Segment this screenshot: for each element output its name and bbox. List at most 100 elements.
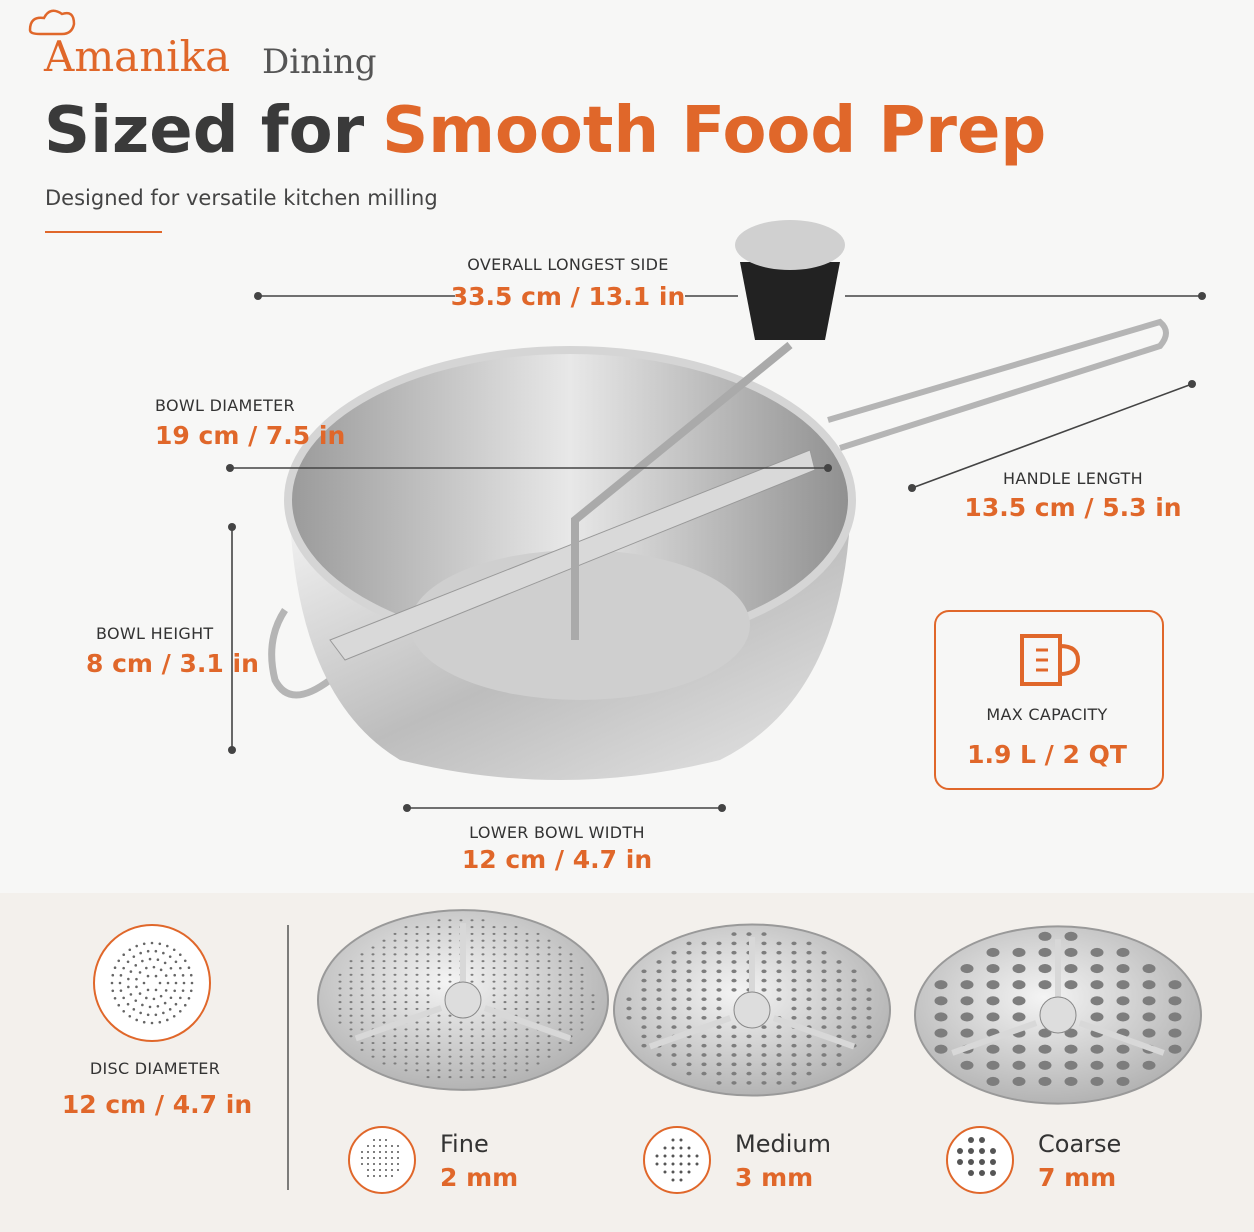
disc-icon-hole xyxy=(159,968,163,972)
disc-hole xyxy=(806,1043,812,1048)
disc-hole xyxy=(382,1014,386,1017)
disc-hole xyxy=(686,1043,692,1048)
disc-hole xyxy=(821,1006,827,1011)
disc-hole xyxy=(1142,996,1156,1006)
disc-hole xyxy=(836,1006,842,1011)
disc-hole xyxy=(404,1041,408,1045)
disc-hole xyxy=(701,1006,707,1011)
disc-hole xyxy=(426,1069,430,1072)
disc-hole xyxy=(437,960,441,963)
disc-hole xyxy=(960,996,974,1006)
disc-hole xyxy=(1142,1060,1156,1070)
size-icon-hole xyxy=(373,1151,375,1153)
disc-hole xyxy=(791,960,797,964)
disc-hole xyxy=(558,1021,562,1024)
dimension-line xyxy=(911,383,1193,489)
disc-hole xyxy=(761,960,767,964)
disc-hole xyxy=(525,966,529,970)
disc-hole xyxy=(851,997,857,1002)
disc-hole xyxy=(746,1071,752,1076)
disc-hole xyxy=(514,980,518,983)
disc-hole xyxy=(866,997,872,1002)
size-icon xyxy=(643,1126,711,1194)
size-icon-hole xyxy=(385,1169,387,1171)
size-icon-hole xyxy=(373,1169,375,1171)
disc-hole xyxy=(525,994,529,997)
disc-hole xyxy=(791,1043,797,1048)
disc-hole xyxy=(791,1062,797,1067)
disc-hole xyxy=(514,1041,518,1045)
disc-hole xyxy=(338,1007,342,1010)
disc-hole xyxy=(866,1015,872,1020)
disc-icon-hole xyxy=(162,951,165,955)
disc-icon-hole xyxy=(129,970,133,973)
disc-hole xyxy=(686,1025,692,1029)
size-icon-hole xyxy=(397,1145,399,1147)
size-icon-hole xyxy=(671,1146,675,1150)
dimension-end xyxy=(403,804,411,812)
disc-hole xyxy=(731,1071,737,1076)
disc-hole xyxy=(746,1053,752,1057)
disc-hole xyxy=(437,939,441,942)
disc-hole xyxy=(569,994,573,997)
disc-hole xyxy=(776,1025,782,1029)
strainer-disc xyxy=(613,923,891,1097)
disc-hole xyxy=(821,997,827,1002)
disc-hole xyxy=(716,1043,722,1048)
disc-hole xyxy=(1064,947,1078,958)
disc-hole xyxy=(536,1062,540,1065)
disc-hole xyxy=(415,1001,419,1004)
size-icon-hole xyxy=(687,1162,691,1166)
disc-hole xyxy=(525,1028,529,1031)
disc-hole xyxy=(525,939,529,942)
disc-hole xyxy=(426,1048,430,1051)
disc-hole xyxy=(656,1053,662,1057)
disc-hole xyxy=(536,960,540,963)
size-icon-hole xyxy=(379,1157,381,1159)
disc-icon-hole xyxy=(142,1020,146,1024)
disc-icon-hole xyxy=(174,1002,178,1006)
strainer-disc xyxy=(317,909,609,1091)
disc-hole xyxy=(503,1048,507,1051)
disc-hole xyxy=(481,919,485,922)
disc-icon-hole xyxy=(189,989,193,993)
disc-hole xyxy=(656,1034,662,1039)
disc-hole xyxy=(569,1041,573,1045)
disc-icon-hole xyxy=(163,961,167,965)
disc-hole xyxy=(1064,1044,1078,1054)
disc-hole xyxy=(569,987,573,990)
disc-hole xyxy=(393,980,397,983)
disc-hole xyxy=(503,980,507,983)
disc-hole xyxy=(382,1021,386,1024)
disc-hole xyxy=(338,994,342,997)
disc-hole xyxy=(806,950,812,955)
disc-hole xyxy=(569,960,573,963)
disc-icon-hole xyxy=(166,1018,169,1022)
disc-hole xyxy=(481,953,485,956)
disc-hole xyxy=(459,1021,463,1024)
size-icon-hole xyxy=(379,1163,381,1165)
size-icon-hole xyxy=(385,1175,387,1177)
disc-hole xyxy=(1038,947,1052,958)
disc-hole xyxy=(371,1055,375,1058)
disc-icon-hole xyxy=(142,942,146,946)
disc-hole xyxy=(591,1007,595,1010)
disc-hole xyxy=(716,988,722,992)
disc-hole xyxy=(360,1007,364,1010)
disc-hole xyxy=(536,939,540,942)
disc-hole xyxy=(525,1014,529,1017)
disc-hole xyxy=(776,941,782,946)
disc-hole xyxy=(338,980,342,983)
disc-icon-hole xyxy=(148,1005,152,1009)
disc-hole xyxy=(716,941,722,946)
disc-hole xyxy=(641,1034,647,1039)
disc-hole xyxy=(404,1007,408,1010)
disc-hole xyxy=(851,969,857,974)
disc-hole xyxy=(415,932,419,935)
disc-hole xyxy=(371,953,375,956)
title: Sized for Smooth Food Prep xyxy=(44,94,1046,168)
disc-hole xyxy=(1116,947,1130,958)
disc-hole xyxy=(426,973,430,976)
disc-icon-hole xyxy=(146,974,150,978)
disc-hole xyxy=(761,1071,767,1076)
